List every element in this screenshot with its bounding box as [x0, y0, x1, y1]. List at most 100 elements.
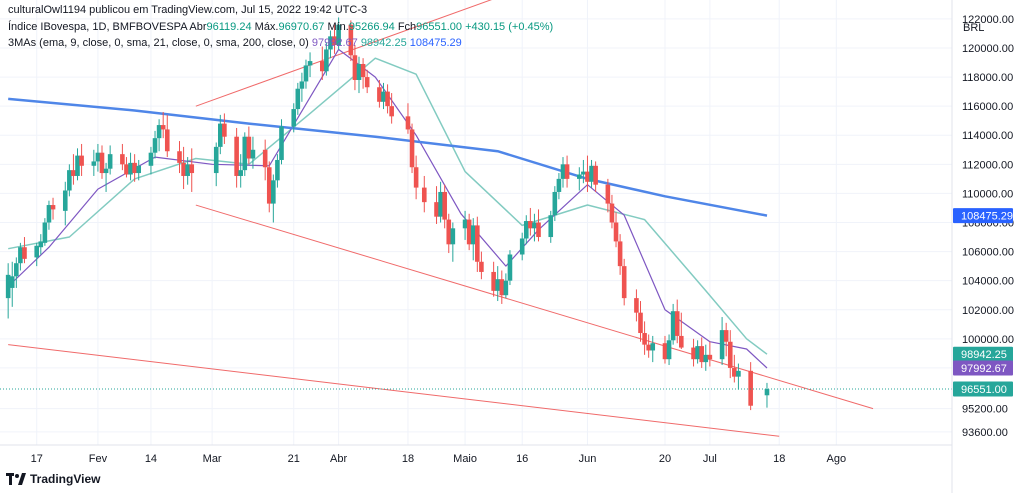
candle-body — [638, 312, 643, 334]
time-tick-label: 21 — [288, 453, 300, 465]
candle-body — [703, 354, 709, 363]
candle-body — [246, 136, 252, 159]
trendlines[interactable] — [8, 0, 874, 437]
candle-body — [91, 161, 97, 166]
sma200-value: 108475.29 — [409, 37, 462, 49]
candle-body — [450, 228, 456, 245]
trendline — [195, 0, 492, 107]
candle-body — [519, 238, 525, 255]
candle-body — [495, 279, 501, 291]
candle-body — [662, 343, 668, 360]
candle-body — [413, 167, 419, 188]
candle-body — [548, 215, 554, 238]
candle-body — [295, 88, 301, 110]
candle-body — [581, 171, 586, 175]
candle-body — [348, 24, 354, 56]
candle-body — [71, 170, 76, 176]
candle-body — [377, 87, 382, 102]
candle-body — [328, 36, 333, 50]
tradingview-logo-icon — [6, 473, 26, 485]
candle-body — [470, 225, 476, 245]
candle-body — [609, 203, 615, 223]
candle-body — [271, 180, 276, 204]
time-tick-label: Fev — [89, 453, 108, 465]
candle-body — [556, 178, 562, 192]
time-tick-label: Ago — [827, 453, 847, 465]
brand-name: TradingView — [30, 472, 101, 486]
candle-body — [352, 55, 358, 80]
candle-body — [275, 159, 280, 181]
candle-body — [132, 162, 137, 174]
candle-body — [9, 276, 15, 288]
price-tick-label: 106000.00 — [962, 247, 1014, 259]
candle-body — [605, 184, 611, 204]
candle-body — [62, 190, 68, 211]
candle-body — [5, 274, 11, 299]
candle-body — [764, 388, 770, 396]
price-tick-label: 122000.00 — [962, 14, 1014, 26]
candle-body — [120, 154, 125, 165]
candle-body — [442, 191, 447, 220]
price-badge-label: 97992.67 — [961, 363, 1007, 375]
currency-label: BRL — [963, 22, 985, 34]
low-value: 95266.94 — [348, 21, 395, 33]
candle-body — [532, 222, 537, 229]
candle-body — [438, 191, 443, 217]
candle-body — [389, 106, 394, 117]
price-tick-label: 120000.00 — [962, 43, 1014, 55]
candle-body — [185, 164, 190, 176]
time-tick-label: 20 — [659, 453, 671, 465]
candle-body — [181, 162, 186, 176]
candle-body — [34, 245, 40, 258]
candle-body — [75, 155, 80, 176]
symbol-name: Índice IBovespa, 1D, BMFBOVESPA — [8, 21, 187, 33]
sma21-line — [8, 57, 768, 355]
candle-body — [585, 171, 590, 182]
candle-body — [50, 205, 56, 210]
tradingview-brand[interactable]: TradingView — [6, 472, 100, 486]
candle-body — [148, 152, 154, 166]
candle-body — [499, 279, 505, 296]
candle-body — [152, 138, 158, 153]
candle-body — [462, 219, 468, 229]
candlesticks[interactable] — [5, 17, 770, 411]
candle-body — [95, 152, 101, 162]
time-tick-label: 17 — [31, 453, 43, 465]
candle-body — [634, 298, 639, 313]
candle-body — [332, 36, 337, 46]
candle-body — [18, 247, 23, 264]
candle-body — [646, 344, 651, 351]
price-badges: 108475.29 98942.25 97992.67 96551.00 — [953, 208, 1013, 397]
candle-body — [536, 222, 541, 238]
time-axis[interactable]: 17 Fev 14 Mar 21 Abr 18 Maio 16 Jun 20 Jul 18 Ago — [31, 453, 847, 465]
candle-body — [446, 219, 452, 245]
candle-body — [103, 168, 109, 174]
time-tick-label: Abr — [330, 453, 347, 465]
candle-body — [266, 167, 272, 204]
candle-body — [360, 63, 366, 78]
candle-body — [46, 205, 52, 223]
time-tick-label: 18 — [402, 453, 414, 465]
price-badge — [953, 208, 1013, 224]
candle-body — [307, 61, 313, 66]
time-tick-label: Maio — [453, 453, 477, 465]
price-tick-label: 118000.00 — [962, 72, 1013, 84]
candle-body — [691, 347, 696, 360]
price-tick-label: 104000.00 — [962, 276, 1014, 288]
candle-body — [670, 311, 676, 341]
high-value: 96970.67 — [278, 21, 325, 33]
price-badge-label: 108475.29 — [961, 211, 1013, 223]
candle-body — [674, 311, 680, 336]
candle-body — [324, 49, 329, 72]
price-badge — [953, 346, 1013, 362]
candle-body — [136, 165, 142, 174]
candle-body — [523, 221, 529, 239]
ma-legend-line[interactable]: 3MAs (ema, 9, close, 0, sma, 21, close, … — [8, 37, 462, 49]
candle-body — [699, 346, 704, 363]
price-badge-label: 98942.25 — [961, 349, 1007, 361]
time-tick-label: 14 — [145, 453, 157, 465]
candle-body — [405, 116, 411, 130]
trendline — [195, 204, 874, 410]
